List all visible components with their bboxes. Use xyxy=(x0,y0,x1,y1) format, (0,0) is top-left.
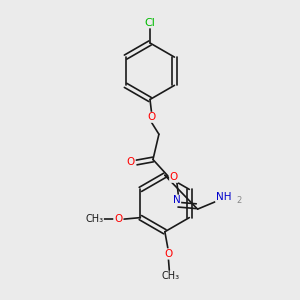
Text: 2: 2 xyxy=(236,196,242,205)
Text: O: O xyxy=(147,112,156,122)
Text: NH: NH xyxy=(216,192,231,202)
Text: O: O xyxy=(164,249,172,259)
Text: N: N xyxy=(173,195,181,205)
Text: O: O xyxy=(170,172,178,182)
Text: CH₃: CH₃ xyxy=(161,271,179,281)
Text: O: O xyxy=(127,158,135,167)
Text: Cl: Cl xyxy=(145,18,155,28)
Text: O: O xyxy=(114,214,122,224)
Text: CH₃: CH₃ xyxy=(85,214,103,224)
